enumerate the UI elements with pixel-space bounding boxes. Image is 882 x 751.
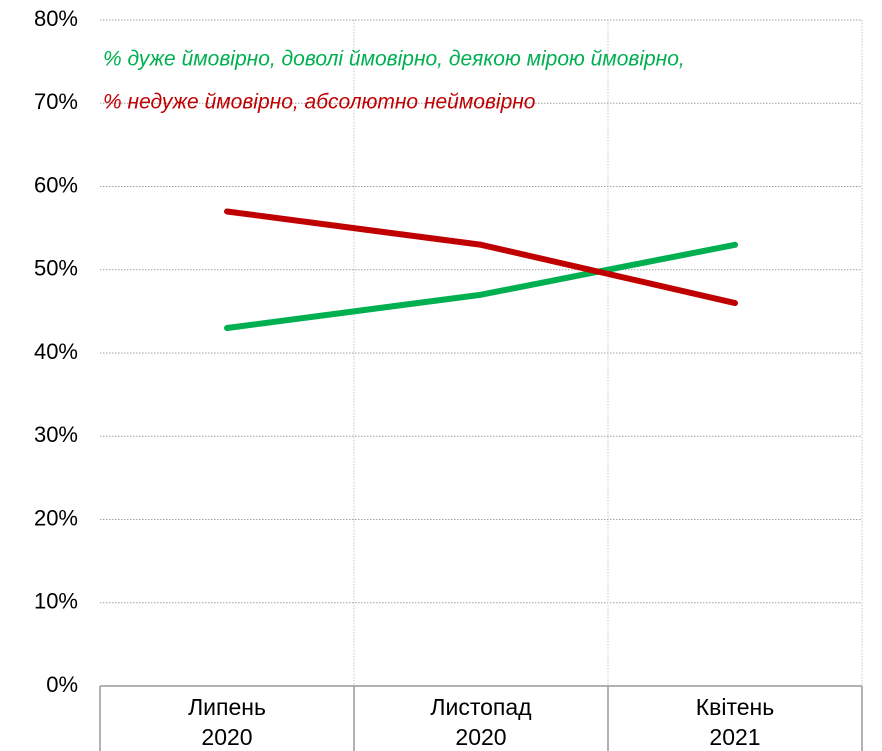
x-tick-label: Листопад 2020 <box>430 694 532 750</box>
legend-label: % дуже ймовірно, доволі ймовірно, деякою… <box>103 48 685 71</box>
series-line <box>224 208 738 307</box>
y-tick-label: 10% <box>34 589 78 614</box>
y-tick-label: 50% <box>34 256 78 281</box>
y-tick-label: 60% <box>34 172 78 197</box>
y-tick-label: 30% <box>34 422 78 447</box>
y-tick-label: 0% <box>46 672 78 697</box>
legend-label: % недуже ймовірно, абсолютно неймовірно <box>103 91 536 114</box>
y-tick-label: 80% <box>34 6 78 31</box>
y-tick-label: 40% <box>34 339 78 364</box>
x-tick-label: Липень 2020 <box>188 694 266 750</box>
y-tick-label: 20% <box>34 505 78 530</box>
series-line <box>224 241 738 332</box>
x-tick-label: Квітень 2021 <box>695 694 775 750</box>
y-tick-label: 70% <box>34 89 78 114</box>
